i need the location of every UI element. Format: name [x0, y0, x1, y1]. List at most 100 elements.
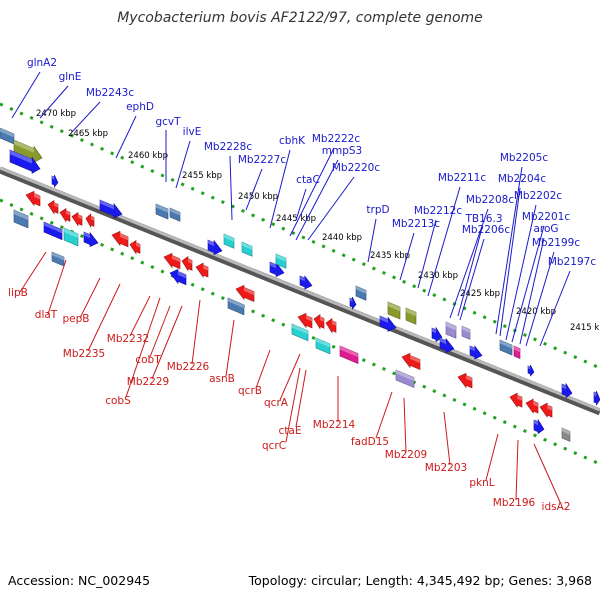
- forward-leader-line: [229, 155, 233, 221]
- feature-highlight: [528, 366, 531, 370]
- feature-highlight: [533, 401, 538, 407]
- reverse-gene-feature: [47, 200, 59, 215]
- labels-layer: glnA2glnEMb2243cephDgcvTilvEMb2228cMb222…: [8, 57, 596, 513]
- feature-highlight: [292, 324, 308, 335]
- genes-layer: [0, 127, 600, 442]
- reverse-gene-feature: [59, 208, 71, 223]
- leaders-layer: [11, 71, 571, 503]
- forward-leader-line: [511, 225, 545, 343]
- forward-gene-label: trpD: [366, 204, 389, 216]
- forward-gene-label: Mb2201c: [522, 211, 570, 223]
- forward-leader-line: [449, 208, 489, 319]
- forward-gene-label: mmpS3: [322, 145, 362, 157]
- forward-leader-line: [367, 218, 377, 263]
- reverse-leader-line: [19, 251, 47, 293]
- reverse-gene-feature: [525, 398, 539, 415]
- feature-highlight: [224, 234, 234, 242]
- forward-leader-line: [115, 115, 137, 159]
- feature-highlight: [388, 302, 400, 312]
- reverse-gene-label: ctaE: [279, 425, 302, 437]
- forward-gene-label: Mb2202c: [514, 190, 562, 202]
- reverse-gene-feature: [85, 213, 95, 229]
- reverse-gene-label: qcrB: [238, 385, 262, 397]
- reverse-gene-feature: [325, 318, 337, 334]
- feature-highlight: [470, 346, 475, 352]
- reverse-leader-line: [151, 305, 183, 380]
- forward-leader-line: [499, 187, 521, 337]
- reverse-gene-feature: [457, 372, 473, 389]
- feature-highlight: [514, 346, 520, 353]
- reverse-gene-label: Mb2232: [107, 333, 149, 345]
- reverse-leader-line: [403, 397, 407, 453]
- forward-gene-label: Mb2212c: [414, 205, 462, 217]
- forward-leader-line: [71, 101, 101, 133]
- feature-highlight: [594, 392, 597, 397]
- reverse-gene-label: Mb2235: [63, 348, 105, 360]
- feature-highlight: [356, 286, 366, 294]
- feature-highlight: [52, 176, 55, 180]
- feature-highlight: [90, 216, 94, 221]
- feature-highlight: [242, 242, 252, 250]
- forward-leader-line: [269, 149, 291, 229]
- reverse-leader-line: [225, 319, 235, 377]
- feature-highlight: [534, 420, 538, 426]
- feature-highlight: [432, 328, 436, 334]
- reverse-gene-feature: [71, 212, 83, 227]
- forward-gene-label: Mb2222c: [312, 133, 360, 145]
- forward-gene-label: Mb2204c: [498, 173, 546, 185]
- kbp-tick-label: 2435 kbp: [370, 251, 410, 261]
- feature-highlight: [562, 384, 566, 390]
- reverse-leader-line: [515, 439, 519, 501]
- reverse-leader-line: [191, 299, 201, 365]
- kbp-tick-label: 2465 kbp: [68, 129, 108, 139]
- reverse-gene-label: Mb2209: [385, 449, 427, 461]
- reverse-leader-line: [47, 259, 67, 315]
- feature-highlight: [462, 326, 470, 333]
- reverse-gene-feature: [129, 240, 141, 255]
- feature-highlight: [380, 316, 388, 323]
- accession-text: Accession: NC_002945: [8, 573, 150, 588]
- feature-highlight: [316, 338, 330, 348]
- feature-highlight: [208, 240, 214, 247]
- forward-gene-label: Mb2211c: [438, 172, 486, 184]
- forward-leader-line: [417, 219, 437, 289]
- forward-leader-line: [295, 188, 307, 221]
- reverse-gene-label: dlaT: [35, 309, 58, 321]
- forward-gene-label: aroG: [533, 223, 558, 235]
- feature-highlight: [178, 271, 186, 279]
- feature-highlight: [350, 298, 353, 302]
- forward-gene-label: glnA2: [27, 57, 57, 69]
- feature-highlight: [340, 346, 358, 358]
- feature-highlight: [44, 222, 62, 234]
- forward-gene-label: Mb2227c: [238, 154, 286, 166]
- forward-gene-label: Mb2206c: [462, 224, 510, 236]
- feature-highlight: [203, 265, 208, 271]
- forward-leader-line: [307, 176, 355, 241]
- feature-highlight: [446, 322, 456, 331]
- reverse-gene-label: qcrA: [264, 397, 289, 409]
- feature-highlight: [547, 405, 552, 411]
- feature-highlight: [10, 150, 32, 164]
- feature-highlight: [34, 193, 40, 200]
- forward-leader-line: [39, 85, 69, 119]
- reverse-gene-label: Mb2226: [167, 361, 210, 373]
- reverse-leader-line: [533, 443, 561, 503]
- feature-highlight: [84, 232, 90, 239]
- reverse-gene-feature: [539, 402, 553, 419]
- summary-text: Topology: circular; Length: 4,345,492 bp…: [248, 573, 592, 588]
- forward-leader-line: [539, 270, 571, 347]
- reverse-gene-feature: [297, 312, 313, 329]
- reverse-gene-feature: [313, 314, 325, 330]
- reverse-leader-line: [149, 305, 171, 358]
- feature-highlight: [14, 210, 28, 221]
- feature-highlight: [170, 208, 180, 216]
- feature-highlight: [517, 395, 522, 401]
- forward-gene-label: cbhK: [279, 135, 306, 147]
- reverse-leader-line: [255, 349, 271, 389]
- forward-gene-label: ilvE: [183, 126, 202, 138]
- kbp-tick-label: 2455 kbp: [182, 171, 222, 181]
- forward-gene-label: Mb2228c: [204, 141, 252, 153]
- forward-gene-label: Mb2213c: [392, 218, 440, 230]
- reverse-gene-label: qcrC: [262, 440, 286, 452]
- reverse-gene-label: Mb2229: [127, 376, 169, 388]
